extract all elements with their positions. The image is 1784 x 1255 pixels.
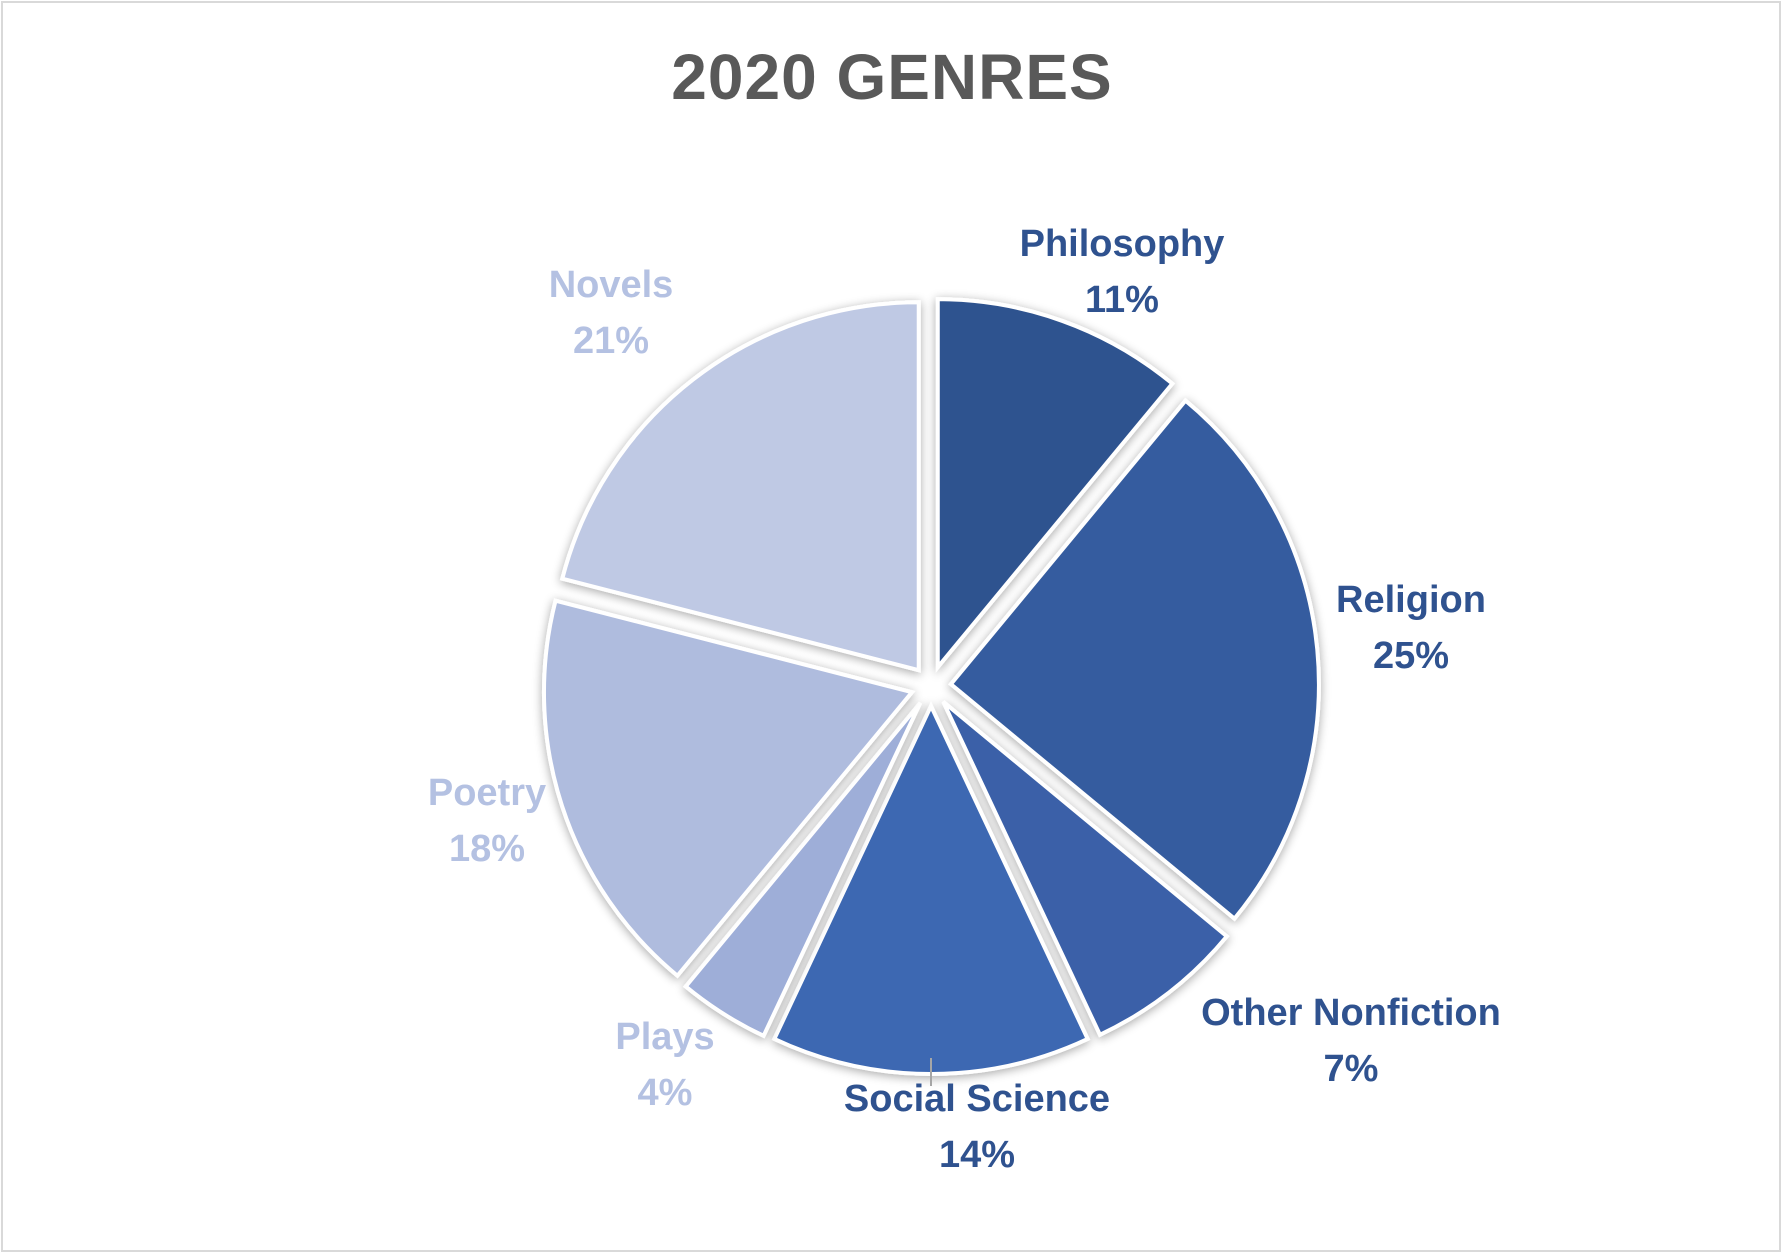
pie-slice-religion — [948, 397, 1321, 922]
slice-value-social-science: 14% — [939, 1134, 1015, 1176]
slice-value-other-nonfiction: 7% — [1324, 1048, 1379, 1090]
slice-value-poetry: 18% — [449, 828, 525, 870]
chart-title: 2020 GENRES — [671, 41, 1113, 113]
slice-label-other-nonfiction: Other Nonfiction — [1201, 992, 1501, 1034]
slice-value-plays: 4% — [638, 1072, 693, 1114]
slice-label-social-science: Social Science — [844, 1078, 1110, 1120]
slice-label-novels: Novels — [549, 264, 674, 306]
slice-label-plays: Plays — [615, 1016, 714, 1058]
pie-slice-philosophy — [935, 297, 1176, 673]
slice-label-philosophy: Philosophy — [1020, 223, 1225, 265]
pie-slice-other-nonfiction — [941, 700, 1230, 1038]
slice-value-novels: 21% — [573, 320, 649, 362]
slice-label-poetry: Poetry — [428, 772, 546, 814]
slice-value-religion: 25% — [1373, 635, 1449, 677]
pie-slice-novels — [559, 300, 921, 673]
slice-label-religion: Religion — [1336, 579, 1486, 621]
pie-slice-plays — [682, 701, 923, 1039]
pie-slice-poetry — [541, 598, 916, 979]
slice-value-philosophy: 11% — [1085, 279, 1159, 321]
